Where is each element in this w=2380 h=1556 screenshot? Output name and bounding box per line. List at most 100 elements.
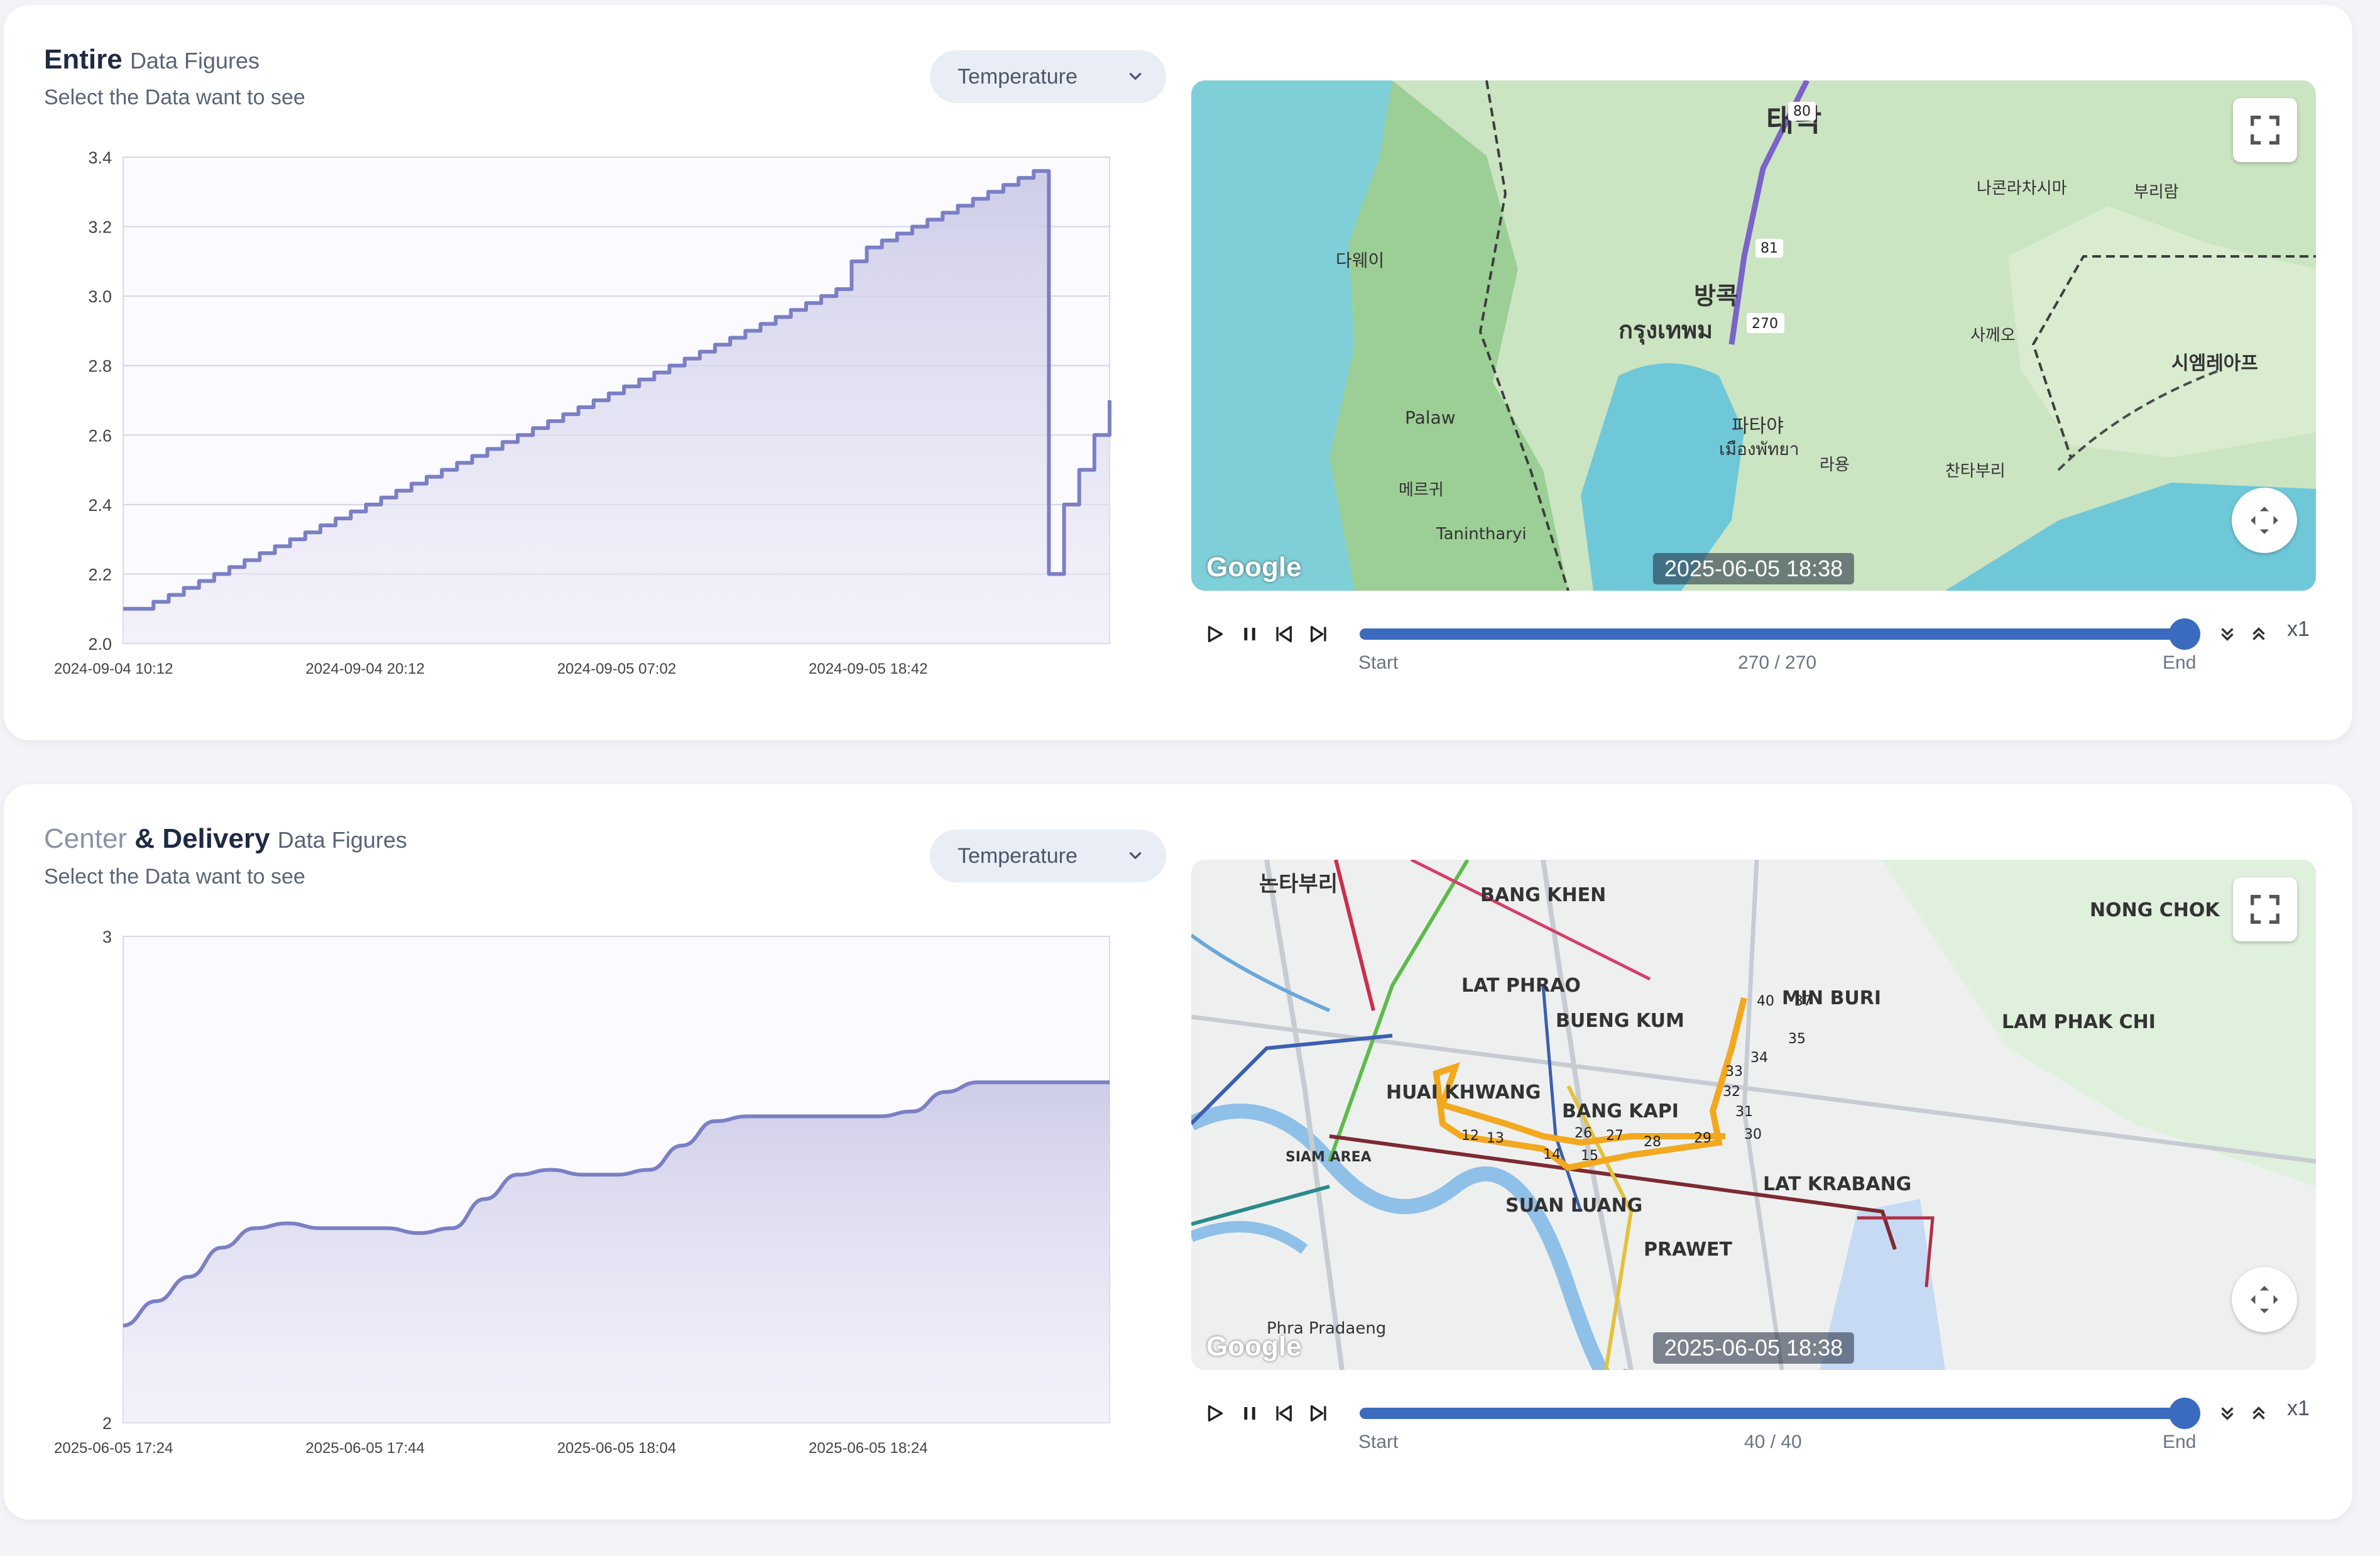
playback-speed[interactable]: x1: [2287, 617, 2310, 641]
panel-subtitle: Select the Data want to see: [44, 865, 305, 889]
y-tick-label: 3.0: [88, 287, 112, 306]
skip-forward-icon: [1310, 625, 1326, 643]
play-button[interactable]: [1200, 620, 1229, 649]
pan-arrows-icon: [2251, 1286, 2278, 1313]
series-area: [123, 1082, 1110, 1423]
route-marker: 33: [1725, 1064, 1743, 1080]
map-label: HUAI KHWANG: [1386, 1082, 1541, 1104]
map-timestamp: 2025-06-05 18:38: [1652, 1332, 1855, 1364]
map-label: BANG KAPI: [1562, 1100, 1679, 1122]
skip-forward-button[interactable]: [1304, 1399, 1333, 1428]
map-label: 다웨이: [1336, 250, 1384, 271]
route-marker: 26: [1575, 1126, 1592, 1141]
route-marker: 40: [1757, 994, 1774, 1009]
map-label: 부리람: [2134, 183, 2179, 202]
route-marker: 270: [1752, 316, 1778, 332]
map-label: เมืองพัทยา: [1719, 439, 1799, 459]
skip-back-icon: [1276, 625, 1292, 643]
end-label: End: [2163, 652, 2197, 673]
map-label: 파타야: [1732, 415, 1784, 437]
map-label: LAM PHAK CHI: [2002, 1011, 2156, 1033]
chevron-down-icon: [1129, 852, 1142, 859]
slower-button[interactable]: [2213, 1399, 2242, 1428]
route-marker: 30: [1744, 1127, 1762, 1142]
pan-arrows-icon: [2251, 507, 2278, 534]
map-label: 방콕: [1694, 282, 1738, 310]
map-label: BUENG KUM: [1556, 1010, 1684, 1032]
map-label: PRAWET: [1644, 1239, 1733, 1261]
progress-slider-thumb[interactable]: [2169, 618, 2200, 650]
skip-forward-button[interactable]: [1304, 620, 1333, 649]
map-canvas[interactable]: 방콕 กรุงเทพม 태락 파타야 เมืองพัทยา 다웨이 Palaw …: [1191, 80, 2316, 591]
route-marker: 34: [1750, 1050, 1768, 1066]
pause-button[interactable]: [1235, 1399, 1264, 1428]
route-marker: 14: [1543, 1147, 1561, 1163]
route-marker: 29: [1694, 1131, 1711, 1146]
route-marker: 12: [1461, 1128, 1479, 1144]
faster-button[interactable]: [2244, 620, 2273, 649]
progress-slider[interactable]: [1360, 1408, 2180, 1419]
route-line: [1728, 80, 1810, 345]
map-label: กรุงเทพม: [1619, 316, 1713, 345]
y-tick-label: 3.2: [88, 218, 112, 237]
progress-slider[interactable]: [1360, 628, 2180, 640]
map-label: 찬타부리: [1945, 462, 2006, 481]
x-tick-label: 2025-06-05 17:24: [54, 1440, 173, 1457]
y-tick-label: 2: [102, 1414, 112, 1433]
map-label: NONG CHOK: [2090, 899, 2220, 921]
start-label: Start: [1358, 652, 1399, 673]
chevrons-up-icon: [2252, 627, 2265, 640]
temperature-chart: 2 3 2025-06-05 17:24 2025-06-05 17:44 2025-0…: [54, 928, 1110, 1457]
series-line: [123, 169, 1111, 611]
skip-forward-icon: [1310, 1405, 1326, 1422]
map-pan-button[interactable]: [2232, 1267, 2297, 1332]
route-map[interactable]: 방콕 กรุงเทพม 태락 파타야 เมืองพัทยา 다웨이 Palaw …: [1191, 80, 2316, 591]
skip-back-button[interactable]: [1269, 620, 1298, 649]
map-pan-button[interactable]: [2232, 488, 2297, 553]
temperature-chart: 2.0 2.2 2.4 2.6 2.8 3.0 3.2 3.4 2024-09-04 10:12…: [54, 148, 1111, 677]
map-label: 메르귀: [1399, 481, 1444, 500]
play-button[interactable]: [1200, 1399, 1229, 1428]
playback-controls: x1 Start 270 / 270 End: [1191, 615, 2316, 690]
map-label: Tanintharyi: [1436, 525, 1527, 544]
panel-title-small: Data Figures: [129, 48, 260, 74]
dropdown-value: Temperature: [958, 64, 1078, 89]
progress-slider-thumb[interactable]: [2169, 1398, 2200, 1429]
fullscreen-icon: [2251, 116, 2279, 145]
map-label: MIN BURI: [1782, 987, 1881, 1009]
series-area: [123, 171, 1110, 644]
playback-speed[interactable]: x1: [2287, 1396, 2310, 1420]
map-canvas[interactable]: BANG KHEN LAT PHRAO BUENG KUM BANG KAPI …: [1191, 860, 2316, 1370]
y-tick-label: 2.4: [88, 496, 112, 515]
end-label: End: [2163, 1432, 2197, 1452]
route-marker: 31: [1735, 1104, 1753, 1120]
fullscreen-button[interactable]: [2233, 877, 2297, 941]
data-type-dropdown[interactable]: Temperature: [930, 50, 1166, 103]
map-label: SUAN LUANG: [1505, 1195, 1642, 1217]
x-tick-label: 2024-09-04 20:12: [305, 660, 424, 677]
x-tick-label: 2025-06-05 17:44: [305, 1440, 424, 1457]
y-tick-label: 2.0: [88, 635, 112, 654]
route-marker: 28: [1644, 1134, 1661, 1150]
data-type-dropdown[interactable]: Temperature: [930, 830, 1166, 882]
fullscreen-button[interactable]: [2233, 98, 2297, 162]
map-label: LAT PHRAO: [1461, 975, 1581, 997]
frame-counter: 40 / 40: [1744, 1432, 1802, 1452]
panel-title-amp: &: [127, 823, 163, 854]
route-marker: 15: [1581, 1148, 1598, 1164]
route-marker: 81: [1760, 241, 1778, 256]
faster-button[interactable]: [2244, 1399, 2273, 1428]
pause-button[interactable]: [1235, 620, 1264, 649]
start-label: Start: [1358, 1432, 1399, 1452]
slower-button[interactable]: [2213, 620, 2242, 649]
panel-title-center: Center: [44, 823, 128, 854]
pause-icon: [1244, 628, 1255, 640]
route-map[interactable]: BANG KHEN LAT PHRAO BUENG KUM BANG KAPI …: [1191, 860, 2316, 1370]
skip-back-button[interactable]: [1269, 1399, 1298, 1428]
y-tick-label: 3.4: [88, 148, 112, 167]
chevron-down-icon: [1129, 73, 1142, 80]
map-label: 나콘라차시마: [1977, 179, 2067, 198]
chevrons-down-icon: [2221, 1407, 2234, 1420]
map-timestamp: 2025-06-05 18:38: [1652, 553, 1855, 584]
series-line: [123, 1080, 1110, 1328]
